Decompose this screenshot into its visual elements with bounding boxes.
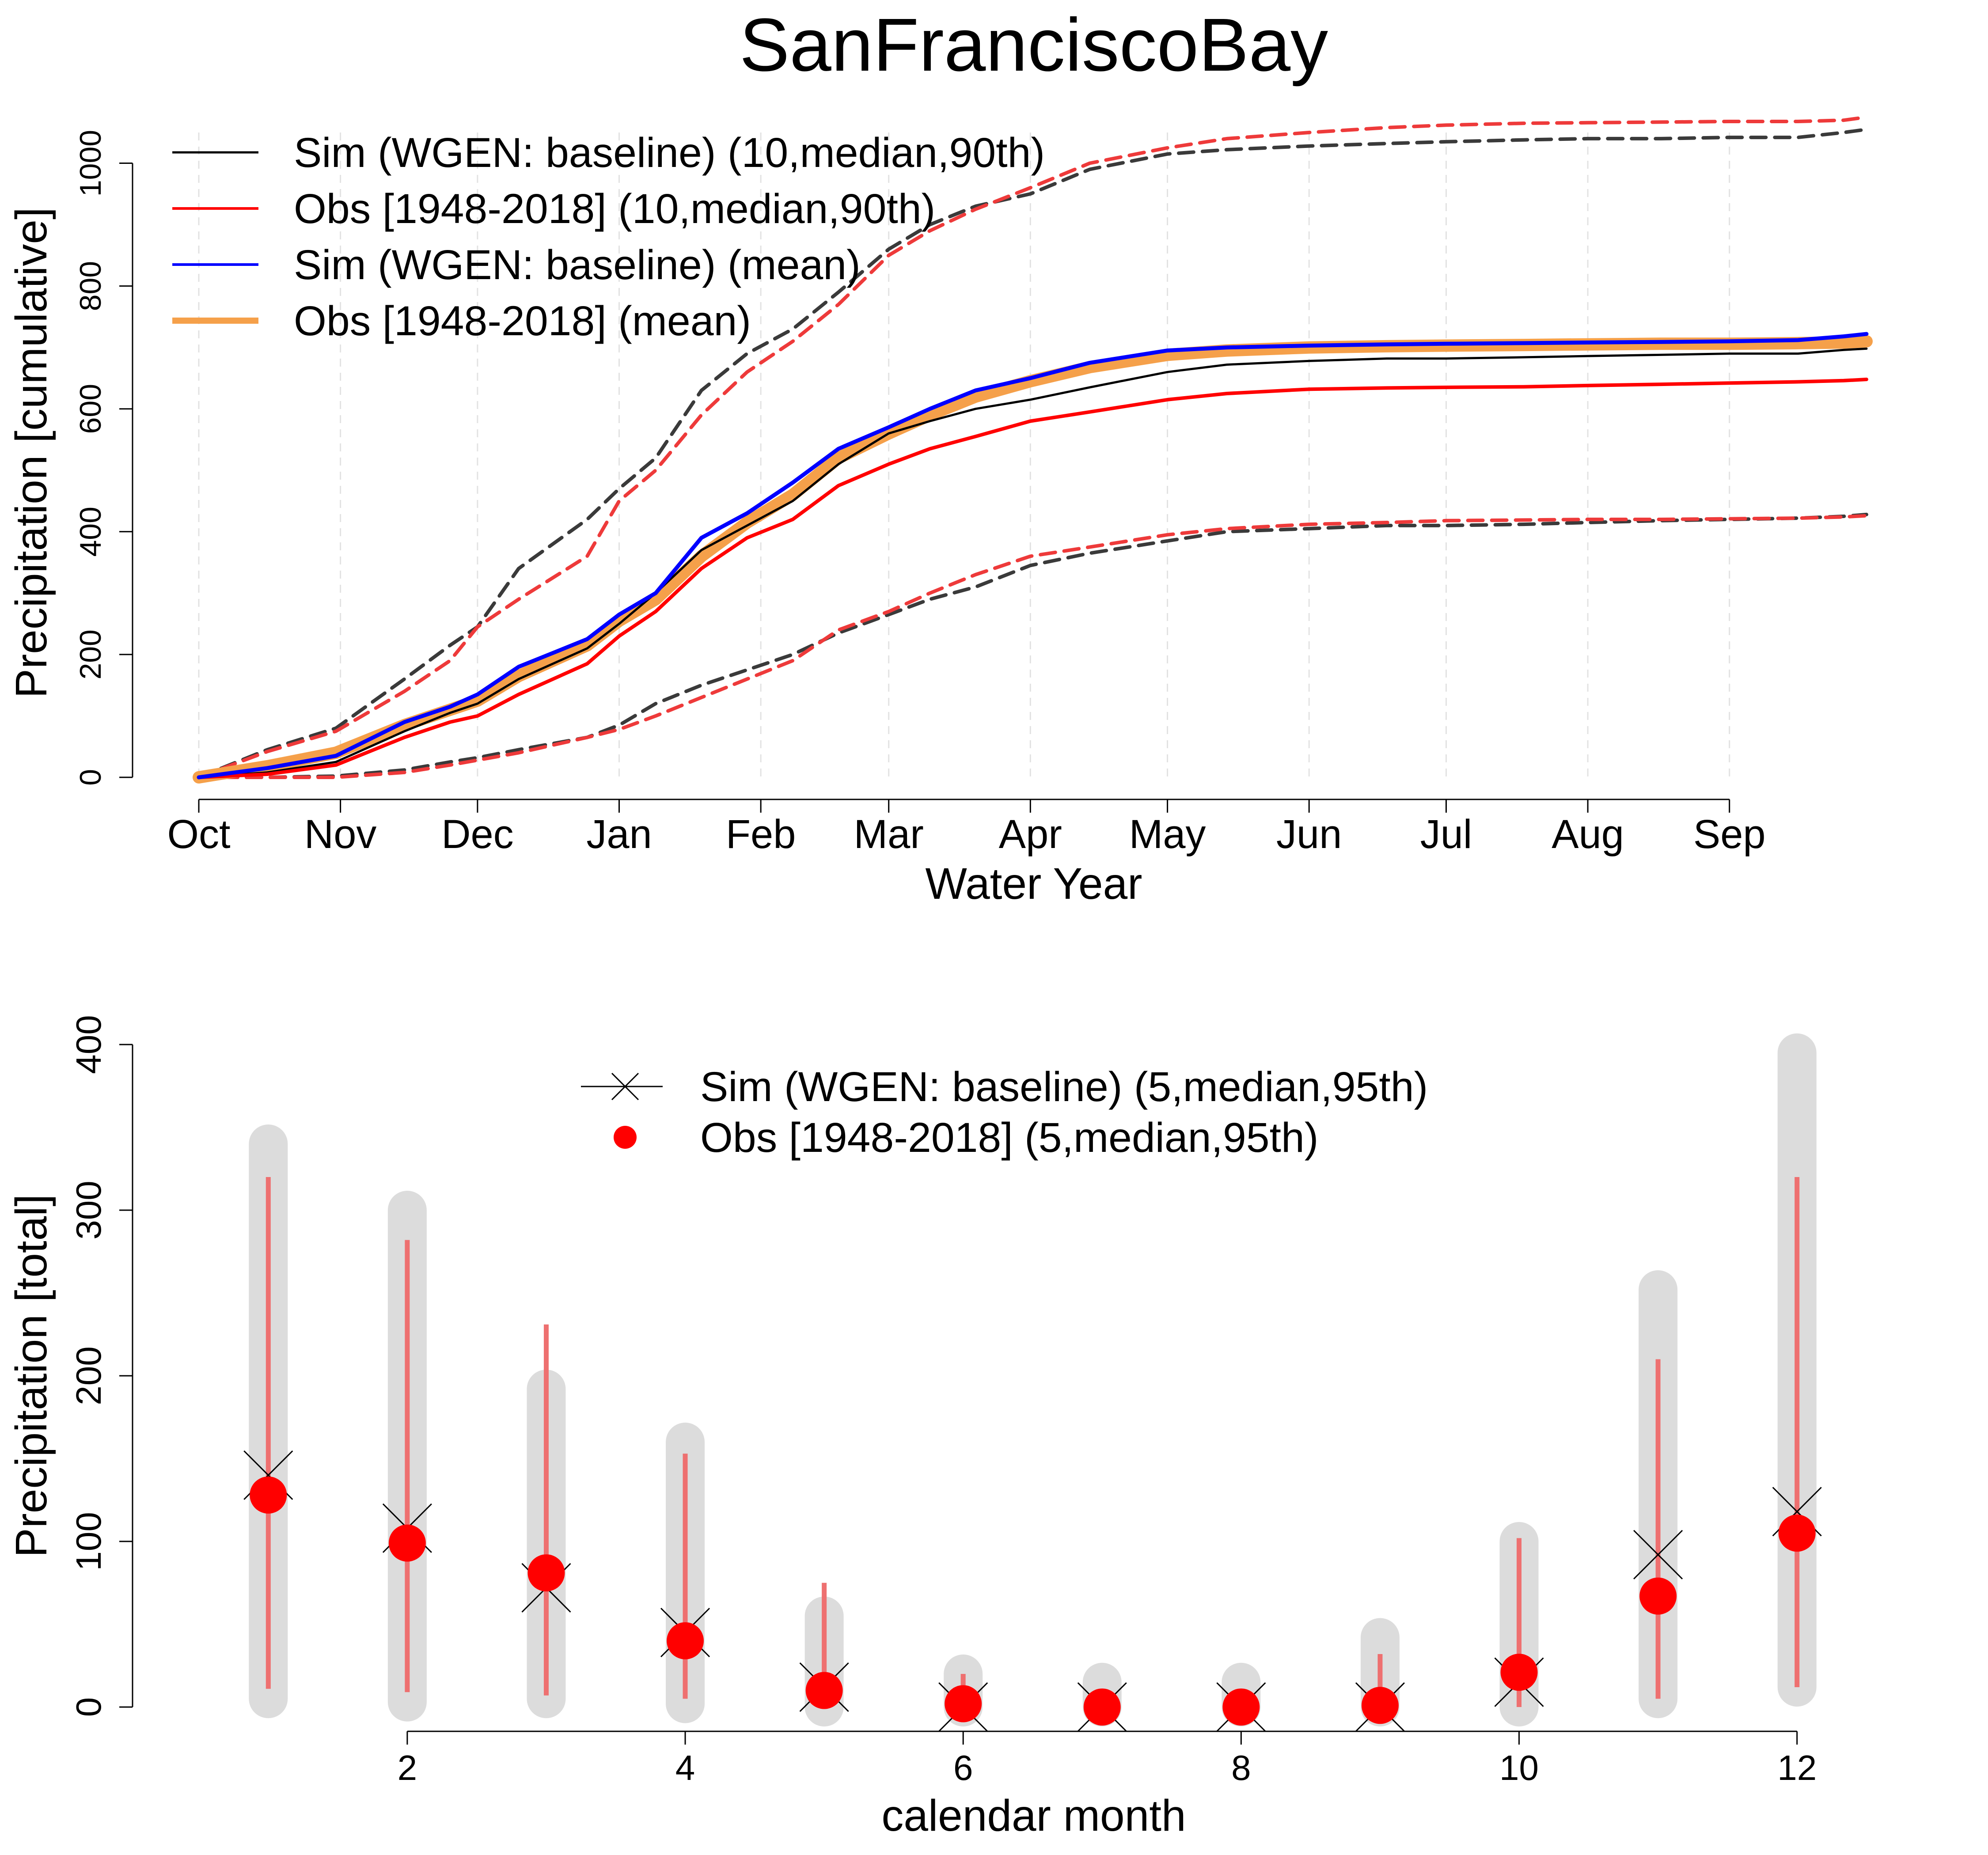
top-series-5-p90 xyxy=(197,115,1868,779)
bottom-x-axis-label: calendar month xyxy=(881,1791,1186,1840)
bottom-y-tick-label-400: 400 xyxy=(69,1015,108,1074)
top-y-tick-label-800: 800 xyxy=(74,261,107,311)
obs-median-dot-month-4 xyxy=(667,1622,704,1659)
top-y-axis-label: Precipitation [cumulative] xyxy=(7,207,56,698)
top-x-tick-label-jan: Jan xyxy=(586,812,652,857)
bottom-y-tick-label-200: 200 xyxy=(69,1346,108,1405)
top-grid xyxy=(198,132,1730,777)
bottom-x-tick-label-6: 6 xyxy=(953,1748,973,1787)
top-x-tick-label-oct: Oct xyxy=(167,812,230,857)
bottom-x-tick-label-8: 8 xyxy=(1231,1748,1251,1787)
bottom-x-ticks: 2 4 6 8 10 12 xyxy=(398,1731,1817,1787)
obs-median-dot-month-6 xyxy=(945,1685,982,1722)
bottom-x-tick-label-4: 4 xyxy=(675,1748,695,1787)
bottom-x-tick-label-10: 10 xyxy=(1499,1748,1539,1787)
obs-median-dot-month-9 xyxy=(1361,1687,1399,1724)
top-y-tick-label-200: 200 xyxy=(74,629,107,679)
top-legend-label-1: Obs [1948-2018] (10,median,90th) xyxy=(294,186,935,232)
top-legend-label-3: Obs [1948-2018] (mean) xyxy=(294,298,751,344)
top-x-tick-label-apr: Apr xyxy=(999,812,1062,857)
obs-median-dot-month-1 xyxy=(250,1476,287,1514)
obs-median-dot-month-2 xyxy=(388,1524,426,1562)
top-x-tick-label-may: May xyxy=(1129,812,1206,857)
obs-median-dot-month-12 xyxy=(1778,1514,1816,1552)
bottom-y-tick-label-100: 100 xyxy=(69,1512,108,1571)
bottom-legend-label-0: Sim (WGEN: baseline) (5,median,95th) xyxy=(700,1064,1428,1110)
top-legend: Sim (WGEN: baseline) (10,median,90th) Obs… xyxy=(172,129,1045,344)
top-series-4-median xyxy=(197,378,1868,779)
bottom-x-tick-label-2: 2 xyxy=(398,1748,417,1787)
bottom-legend-sim-swatch-x-b xyxy=(611,1072,639,1101)
top-x-tick-label-jun: Jun xyxy=(1276,812,1342,857)
obs-median-dot-month-7 xyxy=(1083,1688,1121,1726)
obs-median-dot-month-10 xyxy=(1500,1654,1538,1691)
bottom-legend: Sim (WGEN: baseline) (5,median,95th)Obs … xyxy=(581,1064,1428,1161)
cumulative-precipitation-chart: 0 200 400 600 800 1000 Oct Nov Dec Jan Feb Mar Apr M… xyxy=(7,115,1873,909)
top-y-ticks: 0 200 400 600 800 1000 xyxy=(74,130,133,786)
top-x-tick-label-dec: Dec xyxy=(441,812,514,857)
sim-median-marker-month-11 xyxy=(1633,1529,1683,1580)
top-y-tick-label-400: 400 xyxy=(74,507,107,556)
monthly-precipitation-chart: 0 100 200 300 400 2 4 6 8 10 12 Precipitation [to… xyxy=(7,1015,1822,1840)
top-x-ticks: Oct Nov Dec Jan Feb Mar Apr May Jun Jul Aug Sep xyxy=(167,799,1766,857)
sim-marker-stroke-b xyxy=(1633,1529,1683,1580)
top-y-tick-label-600: 600 xyxy=(74,384,107,434)
top-x-axis-label: Water Year xyxy=(925,859,1142,909)
bottom-marks xyxy=(243,1033,1822,1732)
bottom-y-tick-label-300: 300 xyxy=(69,1181,108,1239)
bottom-y-ticks: 0 100 200 300 400 xyxy=(69,1015,133,1717)
bottom-y-tick-label-0: 0 xyxy=(69,1697,108,1717)
top-series-0-p10 xyxy=(197,512,1868,779)
obs-median-dot-month-5 xyxy=(805,1672,843,1709)
obs-median-dot-month-8 xyxy=(1222,1688,1260,1726)
top-legend-label-2: Sim (WGEN: baseline) (mean) xyxy=(294,242,861,288)
obs-median-dot-month-3 xyxy=(527,1554,565,1592)
figure-title: SanFranciscoBay xyxy=(740,3,1328,87)
bottom-x-tick-label-12: 12 xyxy=(1777,1748,1817,1787)
top-legend-label-0: Sim (WGEN: baseline) (10,median,90th) xyxy=(294,129,1045,176)
obs-median-dot-month-11 xyxy=(1639,1577,1677,1615)
top-x-tick-label-mar: Mar xyxy=(854,812,923,857)
top-y-tick-label-0: 0 xyxy=(74,769,107,786)
top-x-tick-label-sep: Sep xyxy=(1693,812,1766,857)
top-y-tick-label-1000: 1000 xyxy=(74,130,107,197)
top-x-tick-label-nov: Nov xyxy=(304,812,377,857)
top-series xyxy=(193,115,1873,784)
bottom-legend-label-1: Obs [1948-2018] (5,median,95th) xyxy=(700,1114,1319,1161)
top-series-1-median xyxy=(197,347,1868,779)
top-x-tick-label-jul: Jul xyxy=(1420,812,1472,857)
bottom-legend-obs-swatch xyxy=(614,1126,637,1149)
top-series-3-p10 xyxy=(197,514,1868,779)
bottom-y-axis-label: Precipitation [total] xyxy=(7,1194,56,1558)
top-x-tick-label-aug: Aug xyxy=(1552,812,1624,857)
top-series-6-mean xyxy=(197,332,1869,780)
top-x-tick-label-feb: Feb xyxy=(726,812,796,857)
